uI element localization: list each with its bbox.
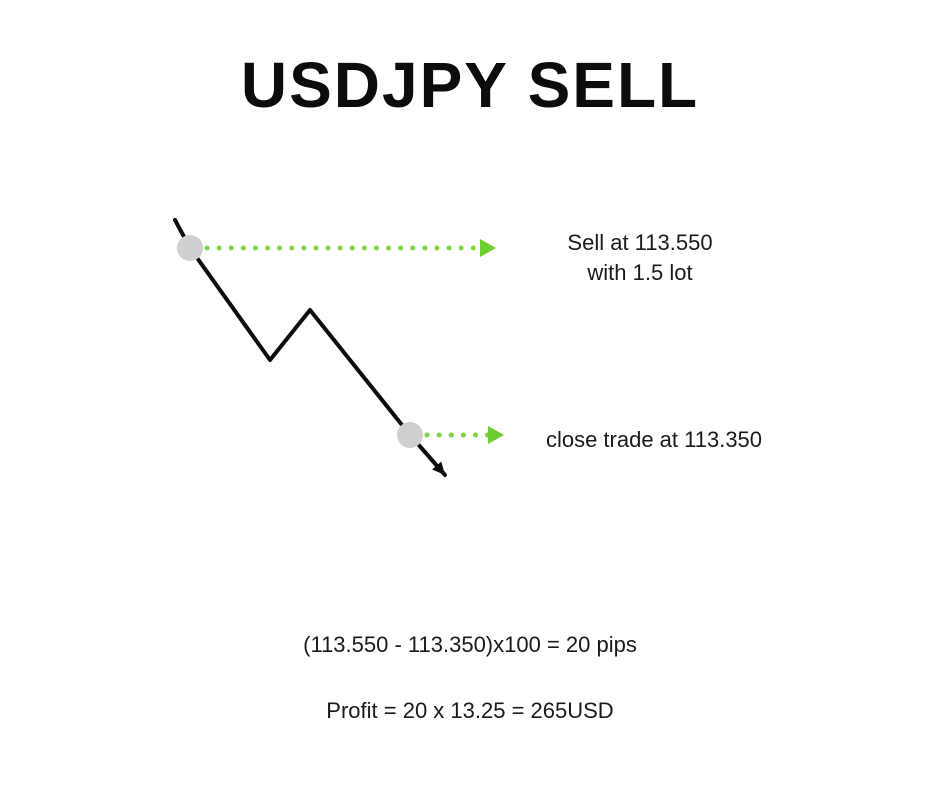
close-trade-label: close trade at 113.350: [524, 425, 784, 455]
page-title: USDJPY SELL: [0, 48, 940, 122]
sell-entry-line2: with 1.5 lot: [587, 260, 692, 285]
trend-diagram: [155, 200, 515, 480]
profit-formula: Profit = 20 x 13.25 = 265USD: [0, 698, 940, 724]
sell-entry-line1: Sell at 113.550: [567, 230, 712, 255]
sell-entry-marker: [177, 235, 203, 261]
close-indicator: [427, 426, 504, 444]
sell-indicator: [207, 239, 496, 257]
close-trade-marker: [397, 422, 423, 448]
pips-formula: (113.550 - 113.350)x100 = 20 pips: [0, 632, 940, 658]
sell-entry-label: Sell at 113.550 with 1.5 lot: [540, 228, 740, 287]
